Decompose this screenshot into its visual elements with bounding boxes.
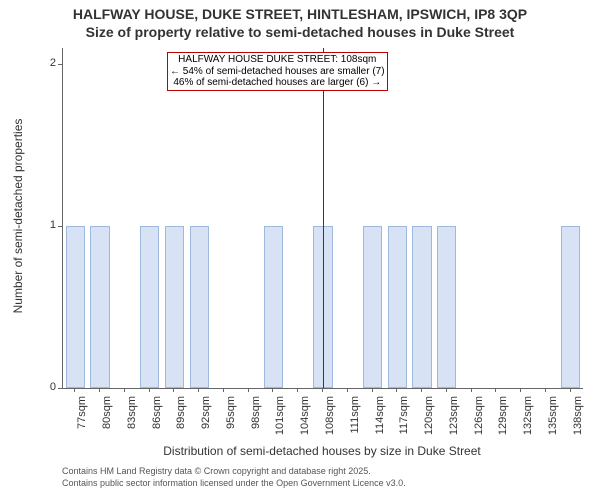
x-tick-mark [223, 388, 224, 392]
x-tick-label: 120sqm [423, 396, 435, 446]
histogram-bar [363, 226, 382, 388]
chart-container: HALFWAY HOUSE, DUKE STREET, HINTLESHAM, … [0, 0, 600, 500]
y-tick-label: 2 [38, 57, 56, 69]
x-tick-mark [421, 388, 422, 392]
chart-title-line-2: Size of property relative to semi-detach… [0, 24, 600, 40]
annotation-line-3: 46% of semi-detached houses are larger (… [170, 77, 385, 89]
histogram-bar [264, 226, 283, 388]
histogram-bar [190, 226, 209, 388]
x-tick-label: 108sqm [324, 396, 336, 446]
x-tick-mark [396, 388, 397, 392]
x-tick-label: 123sqm [448, 396, 460, 446]
annotation-line-2: ← 54% of semi-detached houses are smalle… [170, 66, 385, 78]
histogram-bar [388, 226, 407, 388]
x-tick-mark [570, 388, 571, 392]
x-tick-mark [322, 388, 323, 392]
x-tick-mark [446, 388, 447, 392]
annotation-line-1: HALFWAY HOUSE DUKE STREET: 108sqm [170, 54, 385, 66]
histogram-bar [66, 226, 85, 388]
plot-area [62, 48, 583, 389]
y-tick-mark [58, 388, 62, 389]
x-tick-mark [99, 388, 100, 392]
x-tick-label: 101sqm [274, 396, 286, 446]
x-tick-label: 132sqm [522, 396, 534, 446]
histogram-bar [437, 226, 456, 388]
x-tick-label: 83sqm [126, 396, 138, 446]
chart-title-line-1: HALFWAY HOUSE, DUKE STREET, HINTLESHAM, … [0, 6, 600, 22]
x-tick-label: 77sqm [76, 396, 88, 446]
x-axis-label: Distribution of semi-detached houses by … [62, 444, 582, 458]
x-tick-label: 89sqm [175, 396, 187, 446]
x-tick-label: 95sqm [225, 396, 237, 446]
x-tick-mark [297, 388, 298, 392]
x-tick-label: 129sqm [497, 396, 509, 446]
x-tick-label: 126sqm [473, 396, 485, 446]
x-tick-mark [520, 388, 521, 392]
x-tick-mark [173, 388, 174, 392]
x-tick-mark [471, 388, 472, 392]
x-tick-label: 80sqm [101, 396, 113, 446]
footnote-line-1: Contains HM Land Registry data © Crown c… [62, 466, 371, 476]
y-tick-label: 1 [38, 219, 56, 231]
histogram-bar [165, 226, 184, 388]
histogram-bar [412, 226, 431, 388]
x-tick-mark [198, 388, 199, 392]
y-tick-mark [58, 64, 62, 65]
x-tick-mark [74, 388, 75, 392]
y-tick-mark [58, 226, 62, 227]
x-tick-label: 114sqm [374, 396, 386, 446]
reference-line [323, 48, 324, 388]
x-tick-mark [495, 388, 496, 392]
x-tick-mark [272, 388, 273, 392]
x-tick-label: 104sqm [299, 396, 311, 446]
x-tick-mark [248, 388, 249, 392]
histogram-bar [90, 226, 109, 388]
x-tick-label: 86sqm [151, 396, 163, 446]
annotation-box: HALFWAY HOUSE DUKE STREET: 108sqm← 54% o… [167, 52, 388, 91]
x-tick-mark [545, 388, 546, 392]
footnote-line-2: Contains public sector information licen… [62, 478, 406, 488]
histogram-bar [140, 226, 159, 388]
x-tick-mark [124, 388, 125, 392]
x-tick-mark [149, 388, 150, 392]
y-axis-label: Number of semi-detached properties [11, 66, 25, 366]
y-tick-label: 0 [38, 381, 56, 393]
x-tick-label: 111sqm [349, 396, 361, 446]
x-tick-label: 138sqm [572, 396, 584, 446]
x-tick-label: 92sqm [200, 396, 212, 446]
histogram-bar [561, 226, 580, 388]
x-tick-mark [372, 388, 373, 392]
x-tick-label: 117sqm [398, 396, 410, 446]
x-tick-label: 135sqm [547, 396, 559, 446]
x-tick-label: 98sqm [250, 396, 262, 446]
x-tick-mark [347, 388, 348, 392]
